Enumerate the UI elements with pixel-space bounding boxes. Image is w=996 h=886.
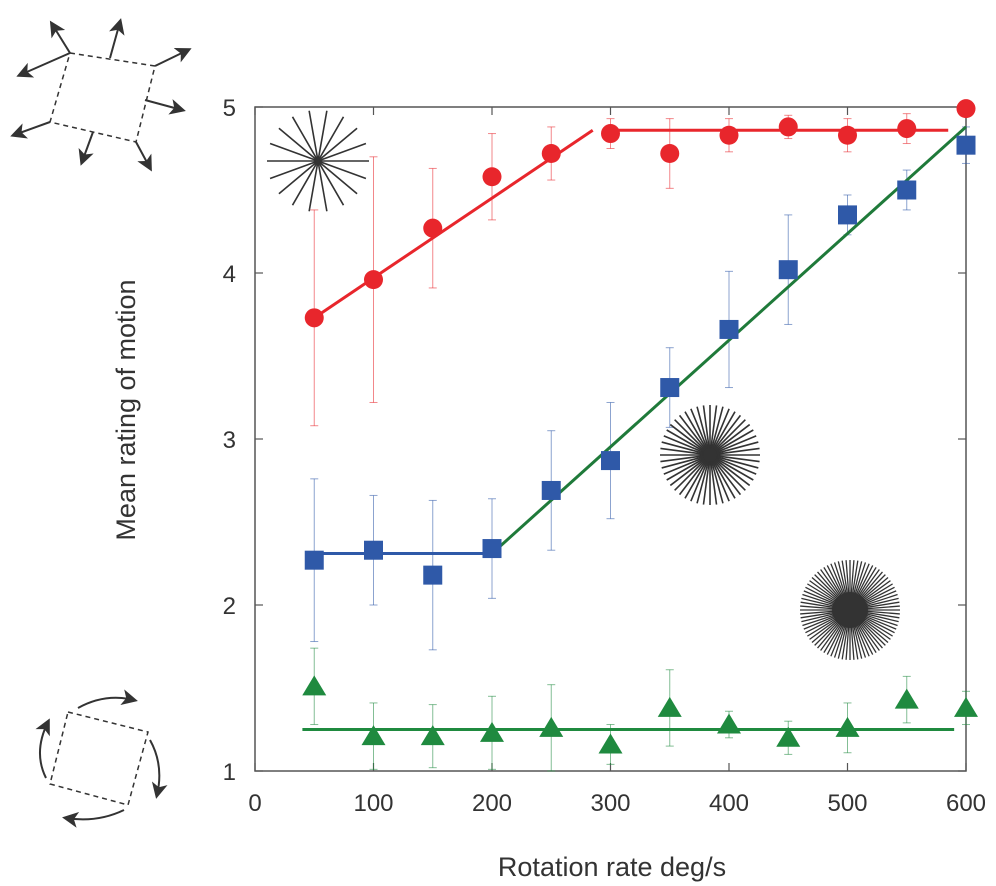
circle-point [660, 143, 680, 163]
square-point [778, 260, 798, 280]
x-tick-labels: 0 100 200 300 400 500 600 [248, 790, 986, 817]
square-point [660, 378, 680, 398]
circle-point [838, 125, 857, 145]
circle-point [956, 99, 976, 119]
x-tick-label: 300 [590, 790, 630, 817]
triangle-point [954, 696, 978, 717]
dense-star-icon [660, 405, 760, 505]
star-core [703, 448, 717, 462]
circle-point [897, 119, 917, 139]
triangle-point [598, 733, 623, 754]
circle-point [304, 308, 324, 328]
y-tick-label: 2 [223, 593, 236, 620]
circle-point [364, 270, 383, 290]
data-markers [302, 99, 978, 754]
circle-point [423, 218, 443, 238]
fit-line [490, 125, 968, 555]
square-point [304, 550, 324, 570]
triangle-point [835, 716, 860, 737]
triangle-point [894, 688, 919, 709]
square-point [541, 480, 561, 500]
filled-star-icon [800, 560, 900, 660]
triangle-point [776, 726, 801, 747]
triangle-point [361, 725, 386, 746]
x-tick-label: 0 [248, 790, 261, 817]
triangle-point [539, 716, 564, 737]
square-point [838, 205, 857, 225]
circle-point [601, 124, 620, 144]
square-point [482, 539, 502, 559]
square-point [601, 451, 620, 471]
triangle-point [717, 713, 741, 734]
y-tick-labels: 1 2 3 4 5 [223, 95, 236, 786]
square-point [364, 540, 383, 560]
triangle-point [480, 721, 504, 742]
x-tick-label: 500 [827, 790, 867, 817]
y-axis-label: Mean rating of motion [111, 279, 141, 540]
square-point [423, 565, 443, 585]
square-point [956, 135, 976, 155]
fit-lines [302, 125, 968, 731]
triangle-point [420, 725, 445, 746]
star-core [832, 592, 868, 628]
rotating-square-icon [35, 689, 168, 828]
star-core [315, 158, 321, 164]
x-tick-label: 400 [709, 790, 749, 817]
triangle-point [302, 675, 327, 696]
x-tick-label: 100 [353, 790, 393, 817]
triangle-point [657, 696, 682, 717]
error-bars [310, 103, 970, 772]
y-tick-label: 4 [223, 261, 236, 288]
square-point [719, 319, 739, 339]
x-tick-label: 200 [472, 790, 512, 817]
circle-point [482, 167, 502, 187]
y-tick-label: 1 [223, 759, 236, 786]
y-tick-label: 5 [223, 95, 236, 122]
expanding-square-icon [10, 18, 192, 172]
circle-point [541, 143, 561, 163]
square-point [897, 180, 917, 200]
sparse-star-icon [267, 110, 369, 212]
y-tick-label: 3 [223, 427, 236, 454]
x-axis-label: Rotation rate deg/s [498, 852, 726, 882]
circle-point [778, 117, 798, 137]
circle-point [719, 125, 739, 145]
x-tick-label: 600 [946, 790, 986, 817]
